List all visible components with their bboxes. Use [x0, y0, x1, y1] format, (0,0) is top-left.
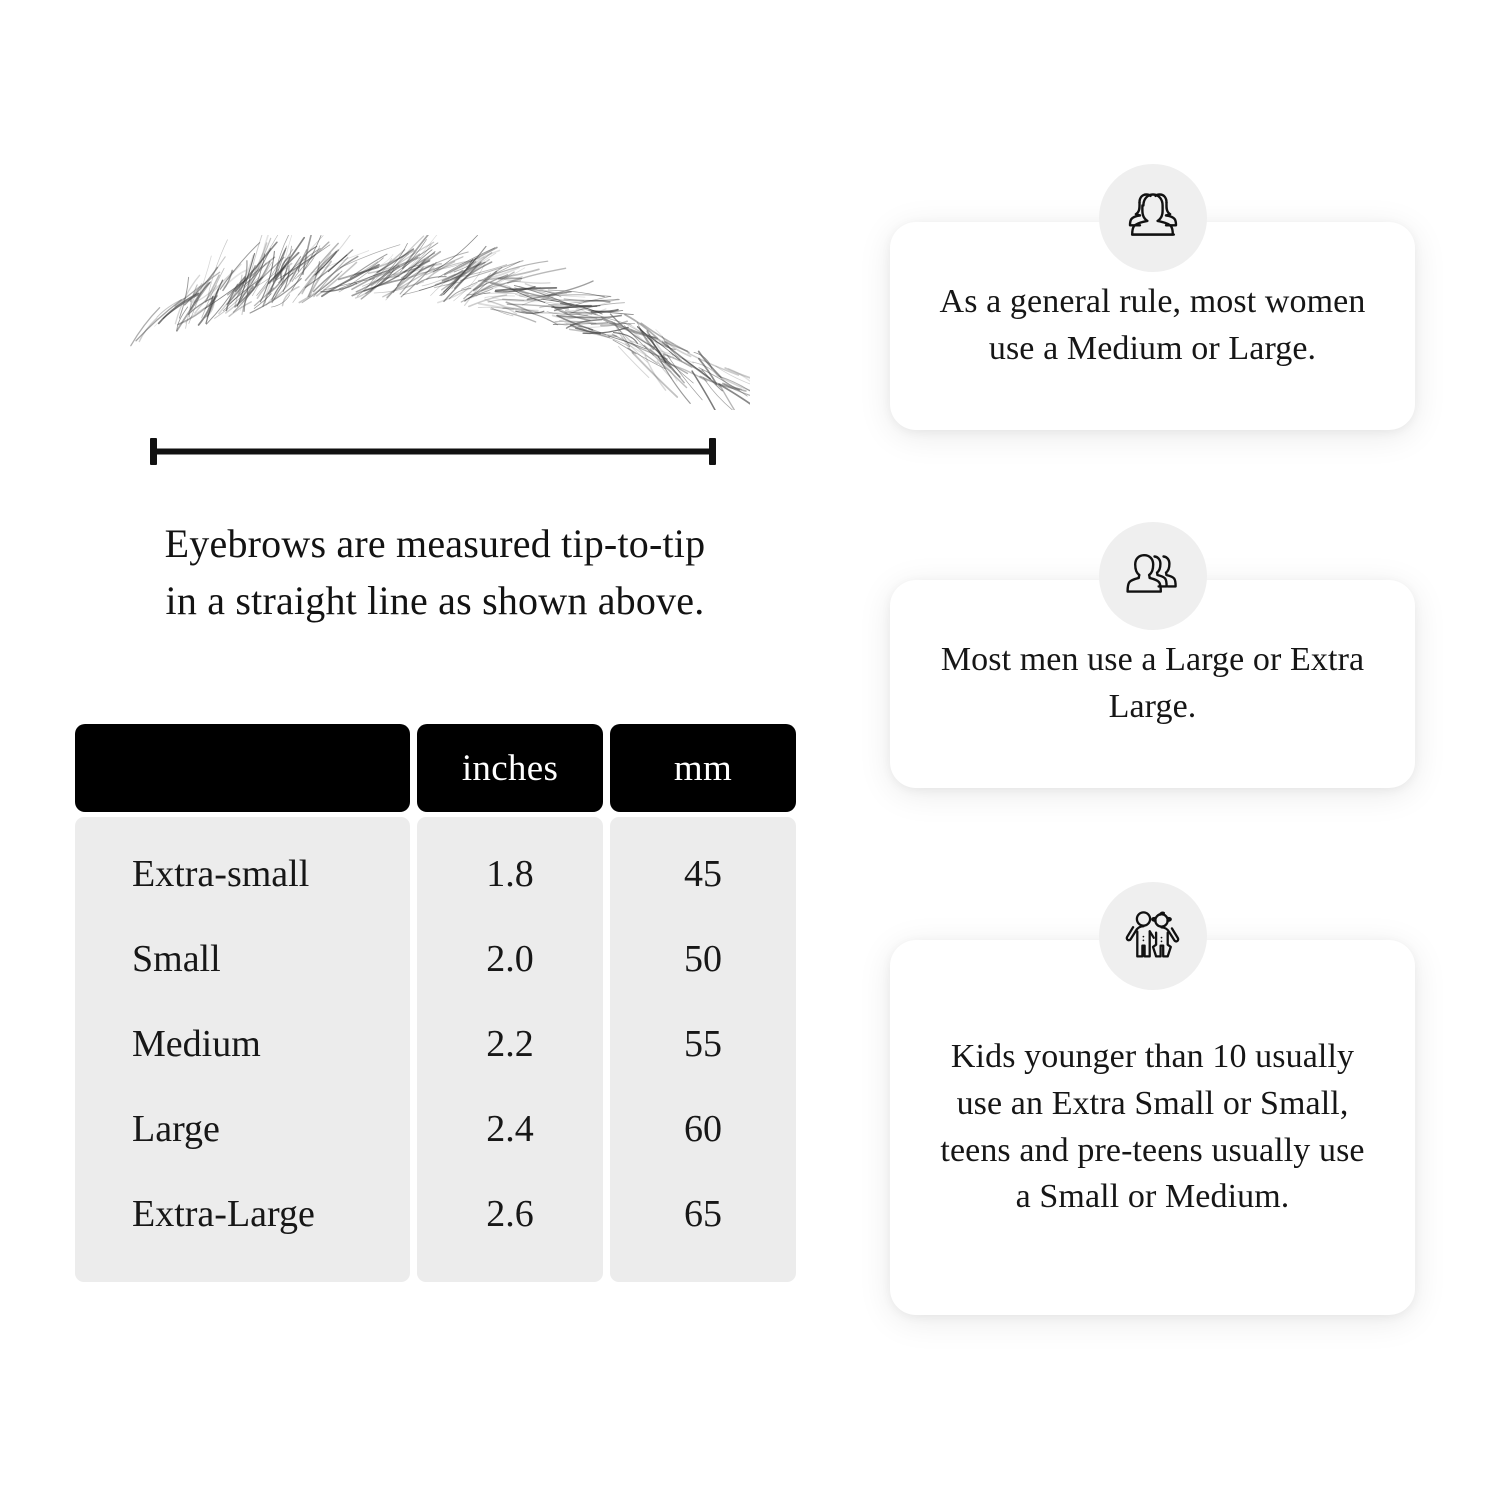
table-header-mm: mm — [610, 724, 796, 812]
table-cell-inches: 2.4 — [486, 1107, 534, 1150]
two-kids-icon — [1098, 882, 1207, 990]
info-card-body: Kids younger than 10 usually use an Extr… — [890, 940, 1415, 1315]
table-header-size — [75, 724, 410, 812]
info-card-text: Kids younger than 10 usually use an Extr… — [940, 1037, 1365, 1216]
table-cell-size: Medium — [132, 1022, 261, 1065]
table-cell-mm: 55 — [684, 1022, 722, 1065]
eyebrow-illustration-icon — [110, 235, 750, 410]
info-card-text: As a general rule, most women use a Medi… — [939, 283, 1366, 367]
three-men-icon — [1098, 522, 1207, 630]
table-cell-mm: 60 — [684, 1107, 722, 1150]
figure-caption: Eyebrows are measured tip-to-tip in a st… — [75, 516, 795, 630]
info-card-kids: Kids younger than 10 usually use an Extr… — [890, 882, 1415, 1315]
table-cell-mm: 65 — [684, 1192, 722, 1235]
caption-line-2: in a straight line as shown above. — [165, 577, 705, 623]
table-cell-size: Extra-Large — [132, 1192, 315, 1235]
left-panel: Eyebrows are measured tip-to-tip in a st… — [75, 235, 796, 1282]
table-cell-size: Small — [132, 937, 221, 980]
table-cell-size: Extra-small — [132, 852, 310, 895]
table-cell-inches: 1.8 — [486, 852, 534, 895]
table-body: Extra-small Small Medium Large Extra-Lar… — [75, 817, 796, 1282]
caption-line-1: Eyebrows are measured tip-to-tip — [164, 521, 706, 566]
info-card-men: Most men use a Large or Extra Large. — [890, 522, 1415, 788]
info-cards-panel: As a general rule, most women use a Medi… — [830, 0, 1500, 1500]
table-cell-inches: 2.6 — [486, 1192, 534, 1235]
table-header-row: inches mm — [75, 724, 796, 812]
table-column-size: Extra-small Small Medium Large Extra-Lar… — [75, 817, 410, 1282]
table-column-mm: 45 50 55 60 65 — [610, 817, 796, 1282]
table-cell-size: Large — [132, 1107, 220, 1150]
info-card-women: As a general rule, most women use a Medi… — [890, 164, 1415, 430]
table-cell-mm: 50 — [684, 937, 722, 980]
table-column-inches: 1.8 2.0 2.2 2.4 2.6 — [417, 817, 603, 1282]
info-card-text: Most men use a Large or Extra Large. — [940, 641, 1365, 725]
table-header-inches: inches — [417, 724, 603, 812]
measurement-bar-icon — [150, 436, 716, 466]
table-cell-inches: 2.2 — [486, 1022, 534, 1065]
three-women-icon — [1098, 164, 1207, 272]
table-cell-inches: 2.0 — [486, 937, 534, 980]
size-chart-table: inches mm Extra-small Small Medium Large… — [75, 724, 796, 1282]
table-cell-mm: 45 — [684, 852, 722, 895]
